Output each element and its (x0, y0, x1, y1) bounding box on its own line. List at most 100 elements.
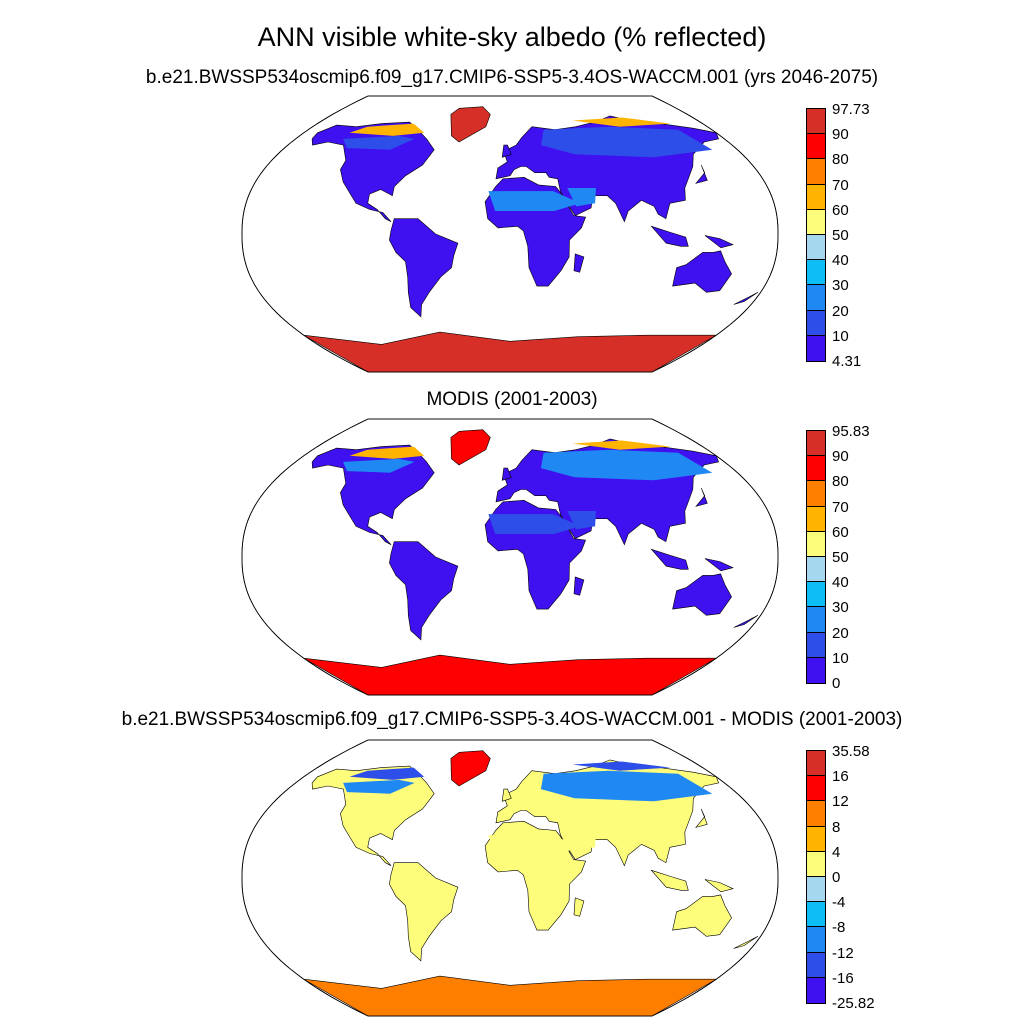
colorbar-segment (807, 335, 825, 361)
colorbar-segment (807, 826, 825, 852)
colorbar-segment (807, 927, 825, 953)
panel-3-colorbar (806, 750, 826, 1004)
land-indonesia (650, 225, 689, 247)
colorbar-label: 90 (832, 126, 849, 144)
land-indonesia (650, 869, 689, 891)
colorbar-label: 0 (832, 869, 841, 886)
region-arctic-eurasia (572, 117, 671, 127)
land-britain (501, 144, 512, 158)
land-southAmerica (389, 218, 459, 318)
colorbar-label: 97.73 (832, 101, 870, 118)
colorbar-segment (807, 159, 825, 185)
panel-2-title: MODIS (2001-2003) (426, 389, 598, 410)
colorbar-segment (807, 184, 825, 210)
land-southAmerica (389, 541, 459, 641)
colorbar-label: 60 (832, 201, 849, 219)
region-sahara (488, 191, 581, 211)
land-newzealand (733, 615, 759, 628)
colorbar-label: 10 (832, 327, 849, 345)
colorbar-label: 60 (832, 523, 849, 541)
panel-3-title: b.e21.BWSSP534oscmip6.f09_g17.CMIP6-SSP5… (121, 709, 903, 730)
region-boreal-america (343, 458, 415, 473)
region-arabia (567, 832, 596, 851)
colorbar-label: -25.82 (832, 995, 875, 1012)
region-boreal-eurasia (540, 126, 713, 158)
colorbar-segment (807, 657, 825, 683)
region-arabia (567, 188, 596, 207)
map-border (241, 418, 779, 696)
colorbar-label: 50 (832, 227, 849, 244)
land-madagascar (573, 576, 585, 596)
panel-3-map (241, 739, 779, 1017)
land-indonesia (650, 548, 689, 570)
land-madagascar (573, 897, 585, 917)
region-arctic-eurasia (572, 440, 671, 450)
colorbar-label: 40 (832, 252, 849, 270)
map-border (241, 95, 779, 373)
colorbar-label: 80 (832, 151, 849, 169)
colorbar-segment (807, 582, 825, 608)
colorbar-segment (807, 134, 825, 160)
colorbar-label: 30 (832, 277, 849, 295)
colorbar-label: 16 (832, 768, 849, 786)
colorbar-label: 4 (832, 843, 841, 861)
land-australia (672, 573, 732, 616)
colorbar-segment (807, 531, 825, 557)
colorbar-label: 8 (832, 818, 841, 836)
land-greenland (450, 750, 491, 787)
region-sahara (488, 514, 581, 534)
colorbar-label: -4 (832, 894, 846, 912)
region-arabia (567, 511, 596, 530)
panel-1-map (241, 95, 779, 373)
land-newzealand (733, 292, 759, 305)
colorbar-segment (807, 310, 825, 336)
colorbar-segment (807, 632, 825, 658)
colorbar-label: 20 (832, 624, 849, 642)
land-newzealand (733, 936, 759, 949)
region-boreal-eurasia (540, 770, 713, 802)
land-japan (695, 808, 708, 828)
panel-1-colorbar (806, 108, 826, 362)
colorbar-label: -8 (832, 919, 846, 937)
land-japan (695, 487, 708, 507)
colorbar-segment (807, 456, 825, 482)
colorbar-label: 70 (832, 498, 849, 516)
colorbar-label: 4.31 (832, 353, 862, 370)
region-boreal-america (343, 779, 415, 794)
region-arctic-america (349, 123, 425, 136)
land-greenland (450, 106, 491, 143)
colorbar-label: 80 (832, 473, 849, 491)
land-britain (501, 467, 512, 481)
panel-1-title: b.e21.BWSSP534oscmip6.f09_g17.CMIP6-SSP5… (145, 67, 879, 88)
land-newguinea (704, 235, 734, 249)
panel-2-colorbar (806, 430, 826, 684)
colorbar-segment (807, 876, 825, 903)
colorbar-segment (807, 751, 825, 777)
colorbar-segment (807, 801, 825, 827)
colorbar-segment (807, 109, 825, 135)
colorbar-segment (807, 977, 825, 1003)
colorbar-label: 95.83 (832, 423, 870, 440)
colorbar-label: 10 (832, 649, 849, 667)
colorbar-segment (807, 607, 825, 633)
colorbar-label: 90 (832, 448, 849, 466)
colorbar-segment (807, 952, 825, 978)
colorbar-segment (807, 234, 825, 261)
land-madagascar (573, 253, 585, 273)
region-boreal-america (343, 135, 415, 150)
land-britain (501, 788, 512, 802)
land-japan (695, 164, 708, 184)
colorbar-label: -12 (832, 944, 854, 962)
colorbar-segment (807, 506, 825, 532)
colorbar-segment (807, 260, 825, 286)
colorbar-segment (807, 285, 825, 311)
colorbar-label: 20 (832, 302, 849, 320)
map-border (241, 739, 779, 1017)
land-newguinea (704, 879, 734, 893)
colorbar-segment (807, 902, 825, 928)
land-australia (672, 250, 732, 293)
colorbar-segment (807, 481, 825, 507)
region-sahara (488, 835, 581, 855)
region-boreal-eurasia (540, 449, 713, 481)
land-australia (672, 894, 732, 937)
